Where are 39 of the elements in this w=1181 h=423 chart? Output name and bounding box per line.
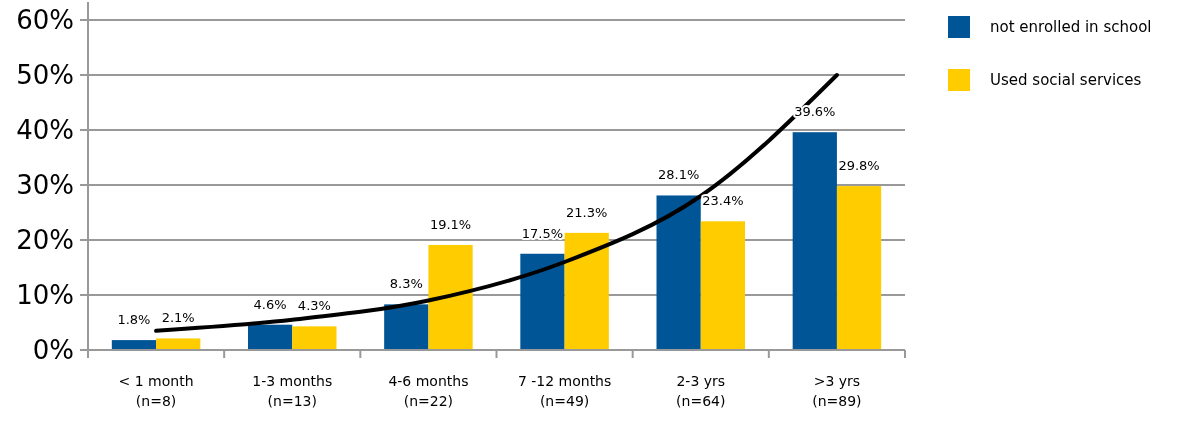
legend-label: Used social services xyxy=(990,71,1142,90)
data-label: 19.1% xyxy=(429,216,472,232)
bar xyxy=(292,326,337,350)
y-tick-label: 60% xyxy=(16,5,74,36)
x-tick-label: 2-3 yrs (n=64) xyxy=(676,373,726,409)
y-tick-label: 10% xyxy=(16,280,74,311)
x-tick-label: 4-6 months (n=22) xyxy=(388,373,469,409)
bar xyxy=(111,340,157,350)
bar xyxy=(156,338,201,350)
data-label: 23.4% xyxy=(702,193,744,209)
data-label: 28.1% xyxy=(657,167,700,183)
line-series xyxy=(154,73,839,333)
data-label: 17.5% xyxy=(521,225,564,241)
y-tick-label: 30% xyxy=(16,170,74,201)
bar xyxy=(248,324,293,350)
bar xyxy=(700,221,745,350)
bar xyxy=(564,232,609,350)
y-tick-label: 40% xyxy=(16,115,74,146)
y-tick-label: 0% xyxy=(32,335,74,366)
x-tick-label: < 1 month (n=8) xyxy=(118,373,194,409)
x-tick-label: 1-3 months (n=13) xyxy=(252,373,333,409)
x-tick-label: >3 yrs (n=89) xyxy=(812,373,862,409)
y-tick-label: 50% xyxy=(16,60,74,91)
data-label: 21.3% xyxy=(566,204,608,220)
bar xyxy=(428,244,473,350)
data-label: 4.3% xyxy=(297,298,331,314)
y-tick-label: 20% xyxy=(16,225,74,256)
data-label: 29.8% xyxy=(838,158,880,174)
bar xyxy=(792,132,837,350)
x-tick-label: 7 -12 months (n=49) xyxy=(517,373,612,409)
bar xyxy=(384,304,429,350)
data-label: 1.8% xyxy=(117,312,151,328)
bar xyxy=(836,186,882,350)
data-label: 2.1% xyxy=(161,310,195,326)
bar xyxy=(520,253,565,350)
bar xyxy=(656,195,701,350)
data-label: 8.3% xyxy=(389,276,423,292)
data-label: 4.6% xyxy=(253,296,287,312)
legend-label: not enrolled in school xyxy=(990,18,1152,37)
